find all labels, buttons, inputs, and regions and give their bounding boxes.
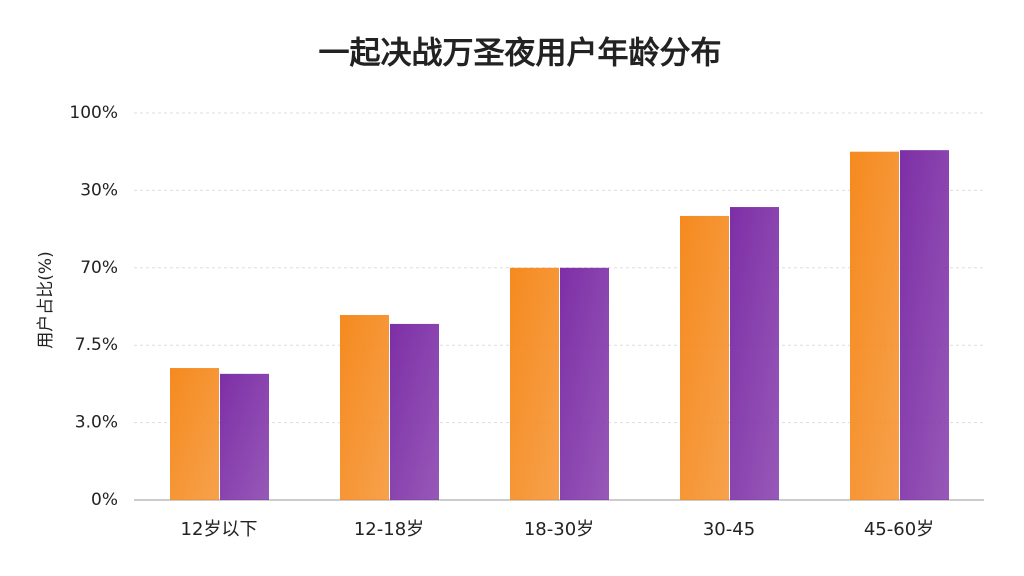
x-tick-label: 30-45: [703, 519, 755, 540]
y-tick-label: 70%: [80, 258, 118, 278]
chart-title: 一起决战万圣夜用户年龄分布: [319, 36, 722, 72]
bar: [510, 267, 559, 500]
y-tick-label: 7.5%: [75, 335, 118, 355]
bar: [340, 315, 389, 500]
bar: [220, 373, 269, 500]
x-tick-label: 18-30岁: [524, 519, 594, 540]
bar: [730, 207, 779, 500]
bar: [170, 368, 219, 500]
x-tick-label: 45-60岁: [864, 519, 934, 540]
bar: [560, 267, 609, 500]
y-tick-label: 3.0%: [75, 413, 118, 433]
x-tick-label: 12岁以下: [181, 519, 258, 540]
bar: [850, 151, 899, 500]
y-tick-label: 30%: [80, 180, 118, 200]
y-tick-label: 0%: [91, 490, 118, 510]
x-tick-label: 12-18岁: [354, 519, 424, 540]
bar: [390, 323, 439, 500]
y-axis-label: 用户占比(%): [36, 251, 56, 348]
bar: [680, 215, 729, 500]
y-tick-label: 100%: [69, 103, 118, 123]
bar: [900, 150, 949, 501]
